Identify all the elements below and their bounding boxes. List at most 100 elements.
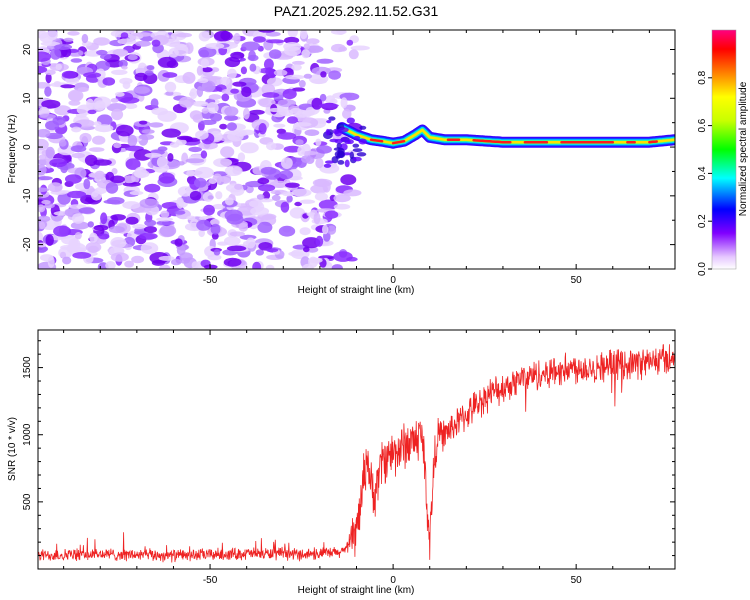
spectrogram-noise-blob (38, 231, 44, 242)
spectrogram-noise-blob (74, 232, 82, 240)
spectrogram-noise-blob (91, 190, 102, 201)
spectrogram-noise-blob (114, 91, 125, 97)
snr-x-label: Height of straight line (km) (298, 585, 415, 596)
spectrogram-noise-blob (100, 53, 112, 60)
spectrogram-noise-blob (40, 41, 60, 47)
colorbar-gradient (712, 30, 736, 269)
spectrogram-noise-blob (70, 221, 90, 230)
spectrogram-transition-blob (353, 135, 361, 140)
spectrogram-noise-blob (174, 210, 186, 215)
spectrogram-noise-blob (220, 146, 235, 158)
spectrogram-noise-blob (45, 234, 54, 246)
spectrogram-noise-blob (38, 187, 50, 193)
snr-x-tick-label: 0 (390, 575, 396, 586)
spectrogram-noise-blob (324, 210, 339, 219)
spectrogram-noise-blob (200, 119, 217, 125)
spectrogram-noise-blob (318, 255, 335, 260)
spectrogram-noise-blob (304, 129, 320, 136)
spectrogram-peak-3 (472, 138, 512, 144)
spectrogram-noise-blob (281, 157, 293, 170)
spectrogram-noise-blob (124, 260, 134, 268)
spectrogram-noise-blob (207, 195, 214, 200)
spectrogram-noise-blob (49, 158, 68, 168)
spectrogram-noise-blob (71, 152, 86, 159)
spectrogram-noise-blob (45, 146, 55, 159)
spectrogram-y-ticks: -20 -10 0 10 20 (22, 44, 675, 270)
snr-x-tick-label: 50 (571, 575, 583, 586)
spectrogram-noise-blob (105, 261, 116, 269)
spectrogram-noise-blob (144, 226, 157, 234)
spectrogram-noise-blob (185, 158, 205, 164)
spectrogram-noise-blob (144, 183, 161, 193)
spectrogram-noise-blob (291, 188, 312, 197)
colorbar-tick-label: 0.6 (697, 118, 708, 132)
spectrogram-x-tick-label: 50 (571, 275, 583, 286)
spectrogram-noise-blob (318, 199, 338, 211)
spectrogram-y-tick-label: 20 (22, 44, 33, 56)
spectrogram-noise-blob (226, 122, 237, 131)
spectrogram-transition-blob (323, 163, 332, 168)
spectrogram-noise-blob (93, 224, 109, 231)
spectrogram-noise-blob (127, 54, 138, 61)
spectrogram-noise-blob (315, 157, 324, 169)
spectrogram-noise-blob (285, 182, 300, 188)
spectrogram-noise-blob (292, 87, 306, 92)
spectrogram-noise-blob (144, 70, 154, 76)
spectrogram-noise-blob (49, 48, 62, 60)
spectrogram-y-tick-label: -10 (22, 188, 33, 203)
spectrogram-noise-blob (65, 174, 82, 184)
spectrogram-noise-blob (176, 135, 193, 141)
spectrogram-x-ticks: -50 0 50 (63, 30, 650, 286)
spectrogram-noise-blob (282, 191, 294, 197)
colorbar-ticks: 0.0 0.2 0.4 0.6 0.8 (697, 70, 712, 276)
spectrogram-transition-blob (325, 128, 330, 136)
spectrogram-noise-blob (94, 124, 114, 133)
spectrogram-noise-blob (150, 98, 159, 108)
spectrogram-noise-blob (260, 166, 277, 175)
spectrogram-noise-blob (197, 78, 209, 84)
spectrogram-noise-blob (122, 201, 141, 210)
spectrogram-noise-blob (350, 45, 370, 51)
spectrogram-noise-blob (175, 138, 187, 146)
spectrogram-noise-blob (225, 197, 234, 206)
spectrogram-noise-blob (53, 225, 72, 237)
spectrogram-noise-blob (95, 60, 111, 72)
spectrogram-noise-blob (348, 49, 359, 60)
spectrogram-noise-blob (167, 153, 174, 162)
spectrogram-noise-blob (201, 107, 209, 114)
spectrogram-noise-blob (258, 30, 276, 33)
snr-y-tick-label: 1000 (22, 423, 33, 446)
spectrogram-noise-blob (333, 251, 353, 262)
spectrogram-noise-blob (70, 145, 87, 153)
spectrogram-noise-blob (273, 123, 286, 128)
spectrogram-noise-blob (240, 66, 247, 75)
spectrogram-noise-blob (139, 198, 159, 209)
spectrogram-noise-blob (301, 49, 311, 59)
spectrogram-noise-blob (297, 145, 305, 157)
spectrogram-noise-blob (59, 139, 67, 147)
snr-x-ticks: -50 0 50 (63, 330, 650, 586)
spectrogram-noise-blob (322, 180, 331, 193)
spectrogram-noise-blob (125, 216, 139, 225)
spectrogram-noise-blob (227, 68, 237, 79)
spectrogram-noise-blob (314, 192, 328, 201)
spectrogram-noise-blob (196, 86, 204, 98)
spectrogram-noise-blob (133, 86, 150, 94)
spectrogram-noise-blob (340, 97, 348, 109)
spectrogram-noise-blob (87, 245, 99, 253)
spectrogram-noise-blob (224, 106, 239, 117)
spectrogram-noise-blob (286, 116, 298, 124)
spectrogram-noise-blob (105, 182, 119, 194)
spectrogram-noise-blob (67, 190, 87, 199)
spectrogram-transition-blob (326, 120, 332, 124)
spectrogram-noise-blob (211, 232, 219, 240)
spectrogram-peak-0 (369, 138, 384, 143)
spectrogram-noise-blob (148, 122, 164, 128)
spectrogram-noise-blob (295, 139, 304, 146)
spectrogram-noise-blob (45, 72, 52, 84)
spectrogram-noise-blob (195, 130, 209, 140)
spectrogram-noise-blob (138, 134, 155, 140)
spectrogram-noise-blob (277, 99, 297, 108)
spectrogram-noise-blob (120, 32, 129, 39)
